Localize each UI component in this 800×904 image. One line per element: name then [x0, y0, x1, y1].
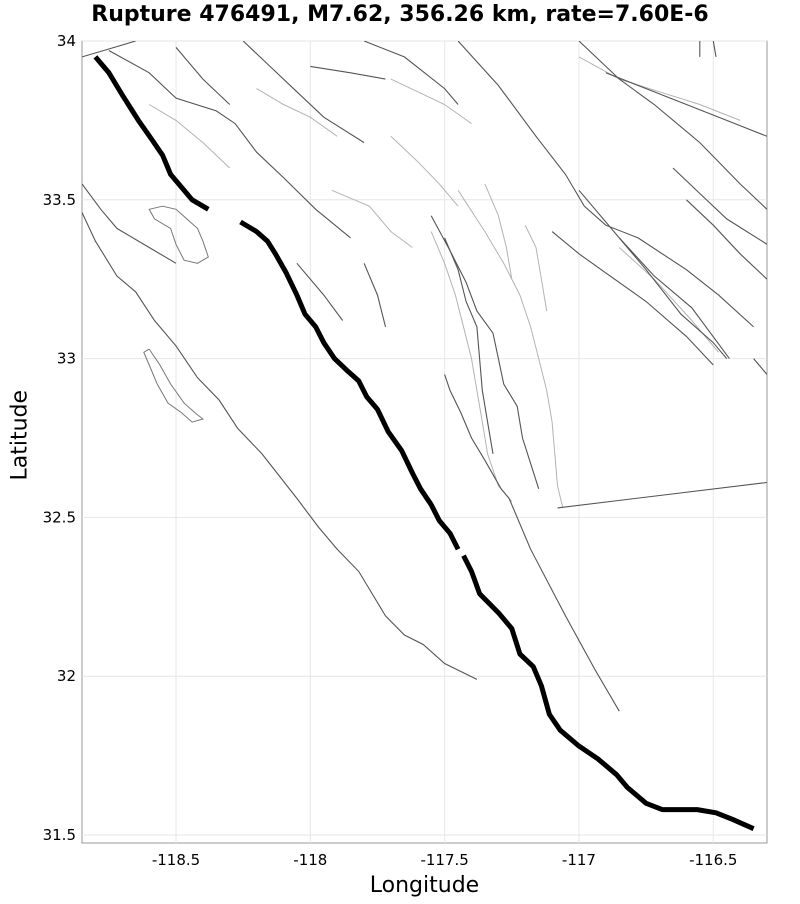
- fault-trace: [686, 199, 767, 280]
- x-tick-label: -117.5: [420, 851, 468, 869]
- fault-trace: [753, 358, 767, 375]
- rupture-segment: [239, 219, 461, 551]
- x-tick-label: -118.5: [152, 851, 200, 869]
- fault-trace: [557, 481, 767, 509]
- y-tick-label: 33: [57, 350, 76, 368]
- fault-trace: [175, 47, 231, 105]
- y-tick-label: 32.5: [43, 508, 76, 526]
- fault-trace: [82, 41, 136, 58]
- map-layer: [82, 41, 767, 831]
- x-axis-label: Longitude: [369, 873, 480, 898]
- x-tick-label: -118: [293, 851, 327, 869]
- x-tick-label: -116.5: [689, 851, 737, 869]
- map-title: Rupture 476491, M7.62, 356.26 km, rate=7…: [91, 2, 709, 27]
- subsection-trace: [484, 183, 513, 280]
- fault-trace: [578, 41, 767, 210]
- fault-trace: [108, 50, 351, 239]
- fault-trace: [578, 189, 728, 359]
- fault-trace: [672, 167, 767, 245]
- subsection-trace: [256, 88, 338, 137]
- subsection-trace: [524, 224, 548, 312]
- y-tick-label: 31.5: [43, 826, 76, 844]
- fault-trace: [430, 215, 540, 489]
- subsection-trace: [578, 56, 741, 121]
- subsection-trace: [331, 189, 413, 248]
- plot-area: [81, 40, 768, 844]
- subsection-trace: [430, 231, 513, 502]
- subsection-trace: [457, 190, 564, 509]
- fault-trace: [444, 374, 620, 712]
- fault-trace: [457, 41, 754, 328]
- fault-trace: [242, 41, 365, 144]
- y-tick-label: 33.5: [43, 191, 76, 209]
- fault-trace: [618, 237, 730, 359]
- fault-trace: [82, 212, 478, 680]
- subsection-trace: [390, 135, 459, 207]
- fault-trace: [363, 263, 387, 328]
- grid: [82, 40, 767, 843]
- fault-trace: [296, 262, 344, 321]
- rupture-segment: [93, 55, 210, 212]
- fault-trace: [712, 41, 717, 57]
- y-tick-label: 32: [57, 667, 76, 685]
- subsection-trace: [148, 104, 231, 169]
- fault-trace: [82, 183, 177, 264]
- fault-trace: [363, 41, 459, 105]
- y-tick-label: 34: [57, 32, 76, 50]
- fault-trace: [310, 65, 386, 80]
- subsection-trace: [390, 78, 472, 125]
- island-outline: [148, 205, 209, 264]
- x-tick-label: -117: [562, 851, 596, 869]
- fault-trace: [444, 237, 494, 454]
- subsection-trace: [618, 247, 719, 353]
- rupture-segment: [461, 554, 755, 831]
- fault-trace: [605, 72, 767, 137]
- island-outline: [143, 348, 204, 423]
- tick-labels: -118.5 -118 -117.5 -117 -116.5 31.5 32 32.5 33 33…: [43, 32, 738, 869]
- fault-trace: [551, 231, 714, 366]
